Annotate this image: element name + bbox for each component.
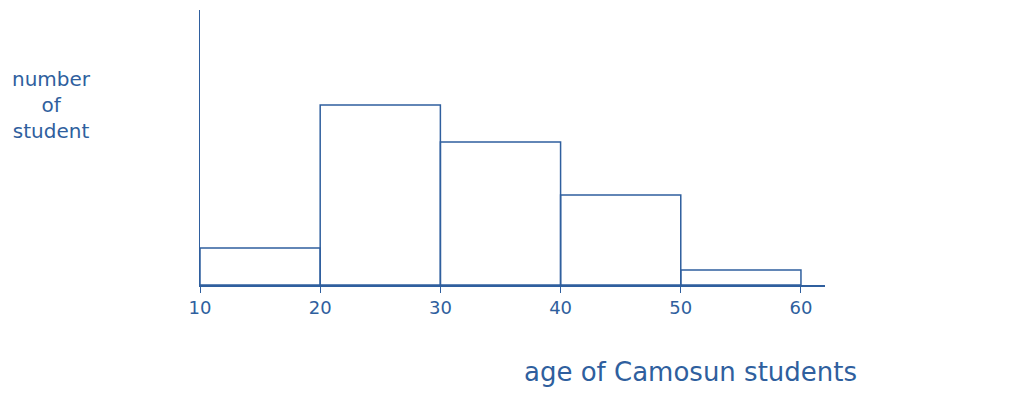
svg-text:50: 50 — [669, 297, 692, 318]
svg-text:age of Camosun students: age of Camosun students — [524, 357, 857, 387]
svg-text:30: 30 — [429, 297, 452, 318]
svg-text:10: 10 — [189, 297, 212, 318]
svg-text:20: 20 — [309, 297, 332, 318]
svg-text:60: 60 — [790, 297, 813, 318]
svg-text:40: 40 — [549, 297, 572, 318]
svg-text:numberofstudent: numberofstudent — [12, 67, 91, 143]
